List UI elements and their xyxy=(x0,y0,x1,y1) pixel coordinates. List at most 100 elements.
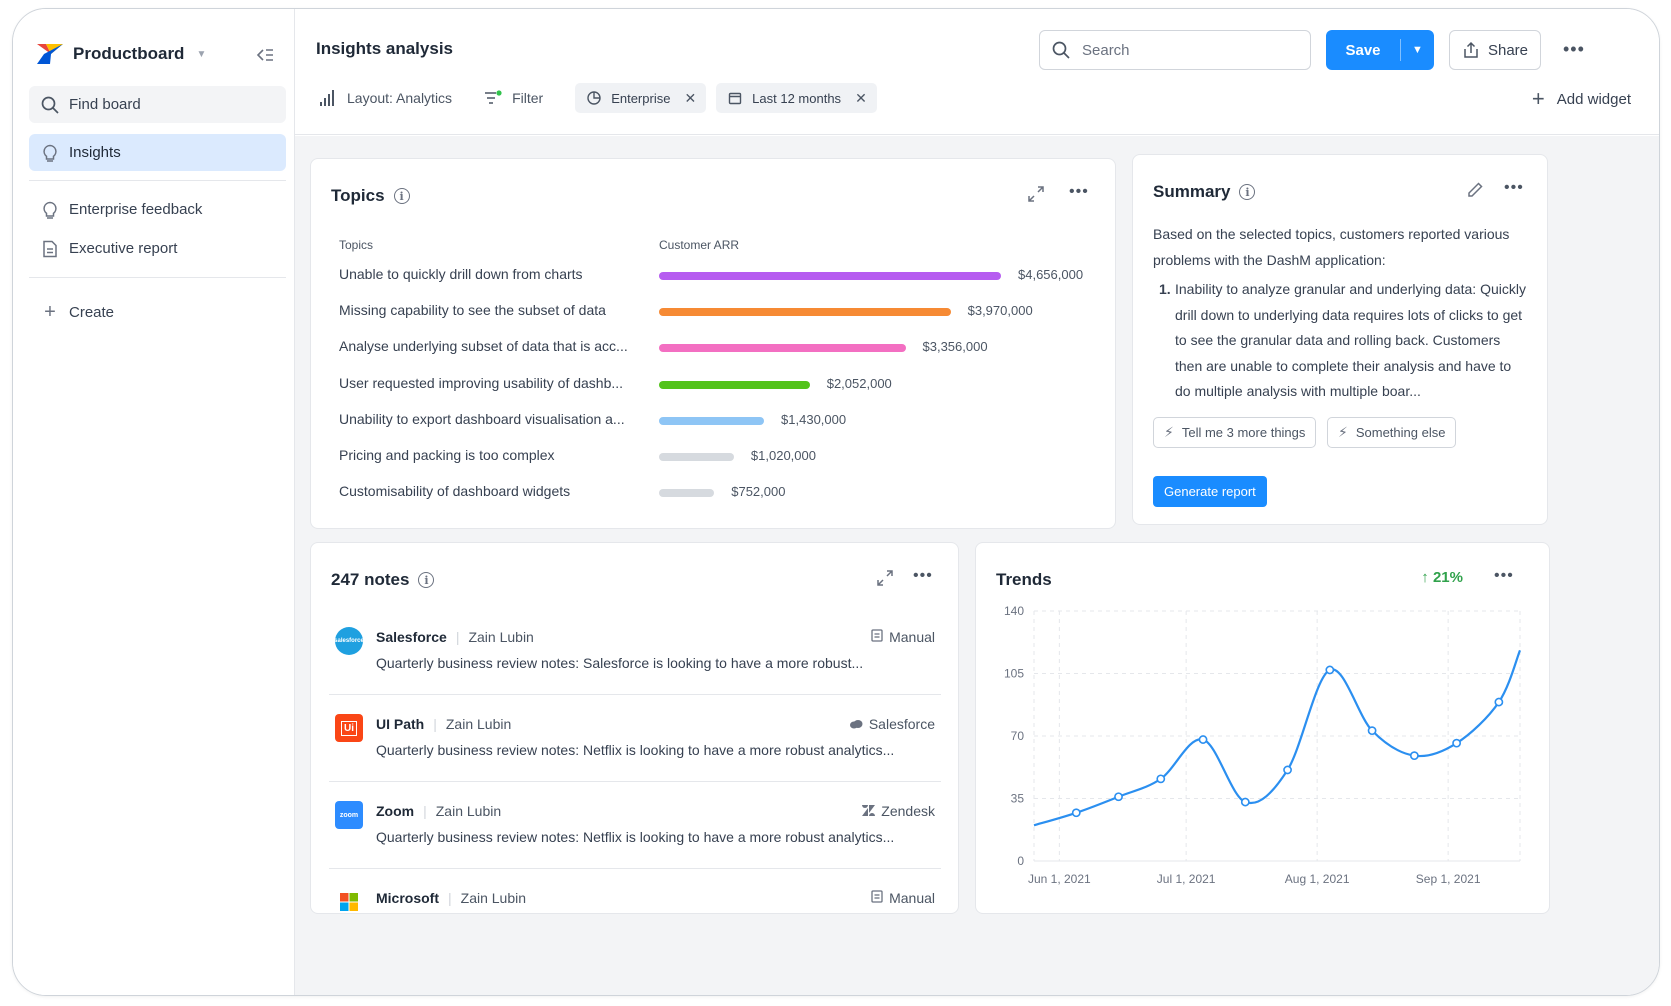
topic-row[interactable]: Analyse underlying subset of data that i… xyxy=(339,338,1099,358)
column-header-arr: Customer ARR xyxy=(659,238,740,252)
topic-label: Unability to export dashboard visualisat… xyxy=(339,410,625,427)
topic-value: $4,656,000 xyxy=(1018,267,1084,282)
topic-value: $1,020,000 xyxy=(750,448,816,463)
brand-name: Productboard xyxy=(73,44,185,63)
note-item[interactable]: Ui UI Path | Zain Lubin Salesforce Quarter… xyxy=(329,698,941,782)
topic-row[interactable]: Pricing and packing is too complex $1,020… xyxy=(339,447,1099,467)
sidebar-item-enterprise-feedback[interactable]: Enterprise feedback xyxy=(29,191,286,228)
y-tick-label: 140 xyxy=(1004,604,1024,618)
arrow-up-icon: ↑ xyxy=(1421,569,1429,586)
trend-change-value: 21% xyxy=(1432,569,1463,586)
chevron-down-icon[interactable]: ▼ xyxy=(196,48,207,60)
chevron-down-icon[interactable]: ▼ xyxy=(1412,44,1423,56)
divider xyxy=(29,277,286,278)
note-source: Zendesk xyxy=(862,803,935,819)
note-company: UI Path xyxy=(376,716,425,732)
summary-point: 1. Inability to analyze granular and und… xyxy=(1159,277,1529,405)
topic-label: Missing capability to see the subset of … xyxy=(339,302,606,319)
note-item[interactable]: zoom Zoom | Zain Lubin Zendesk Quarterly b… xyxy=(329,785,941,869)
create-button[interactable]: + Create xyxy=(29,294,286,331)
summary-title: Summary xyxy=(1153,182,1231,201)
note-source-label: Manual xyxy=(889,629,935,645)
filter-button[interactable]: Filter xyxy=(484,89,543,107)
data-point xyxy=(1325,665,1335,675)
layout-button[interactable]: Layout: Analytics xyxy=(319,89,452,107)
edit-icon[interactable] xyxy=(1466,181,1484,199)
plus-icon: + xyxy=(44,301,56,323)
more-options-icon[interactable]: ••• xyxy=(1563,39,1585,59)
topic-row[interactable]: Missing capability to see the subset of … xyxy=(339,302,1099,322)
filter-icon xyxy=(484,89,502,107)
add-widget-button[interactable]: + Add widget xyxy=(1532,88,1631,110)
data-point xyxy=(1283,765,1292,775)
info-icon[interactable]: i xyxy=(393,188,410,204)
card-title: Summary i xyxy=(1153,182,1256,202)
sidebar: Productboard ▼ Find board Insights xyxy=(13,9,295,995)
topic-value: $3,356,000 xyxy=(922,339,988,355)
filter-label: Filter xyxy=(512,90,544,106)
data-point xyxy=(1071,808,1081,818)
sidebar-item-executive-report[interactable]: Executive report xyxy=(29,230,286,267)
search-input[interactable]: Search xyxy=(1039,30,1311,70)
collapse-sidebar-icon[interactable] xyxy=(255,45,277,67)
topics-title: Topics xyxy=(331,186,385,205)
topic-row[interactable]: Customisability of dashboard widgets $752… xyxy=(339,483,1099,503)
suggestion-something-else-button[interactable]: ⚡ Something else xyxy=(1327,417,1457,448)
close-icon[interactable]: ✕ xyxy=(684,89,697,106)
generate-report-button[interactable]: Generate report xyxy=(1153,476,1267,507)
suggestion-tell-more-button[interactable]: ⚡ Tell me 3 more things xyxy=(1153,417,1317,448)
lightning-icon: ⚡ xyxy=(1338,424,1348,440)
info-icon[interactable]: i xyxy=(1239,184,1256,200)
find-board-button[interactable]: Find board xyxy=(29,86,286,123)
brand[interactable]: Productboard ▼ xyxy=(37,39,206,69)
more-options-icon[interactable]: ••• xyxy=(1504,179,1524,196)
topic-row[interactable]: User requested improving usability of da… xyxy=(339,375,1099,395)
chip-label: Enterprise xyxy=(611,90,671,106)
topic-label: Customisability of dashboard widgets xyxy=(339,483,571,500)
filter-chip-enterprise[interactable]: Enterprise ✕ xyxy=(575,83,707,113)
close-icon[interactable]: ✕ xyxy=(855,89,867,106)
trends-card: Trends ↑ 21% ••• 0 35 70 105 140 Jun 1, 2021 J… xyxy=(975,542,1550,914)
search-icon xyxy=(41,96,59,114)
point-number: 1. xyxy=(1159,281,1171,297)
note-company: Microsoft xyxy=(376,890,439,906)
note-header: UI Path | Zain Lubin xyxy=(376,716,512,732)
dashboard: Topics i ••• Topics Customer ARR Unable … xyxy=(295,136,1659,995)
note-source-label: Manual xyxy=(889,890,935,906)
note-source-label: Salesforce xyxy=(868,716,935,732)
share-button[interactable]: Share xyxy=(1449,30,1541,70)
data-point xyxy=(1240,797,1250,807)
info-icon[interactable]: i xyxy=(418,572,435,588)
topic-bar xyxy=(659,489,715,498)
sidebar-item-insights[interactable]: Insights xyxy=(29,134,286,171)
more-options-icon[interactable]: ••• xyxy=(913,567,933,584)
topic-bar xyxy=(659,272,1001,280)
divider xyxy=(1400,39,1401,61)
productboard-logo xyxy=(37,44,63,64)
calendar-icon xyxy=(726,89,744,107)
sidebar-item-label: Executive report xyxy=(69,240,178,257)
more-options-icon[interactable]: ••• xyxy=(1069,183,1089,200)
find-board-label: Find board xyxy=(69,96,141,113)
data-point xyxy=(1156,774,1166,784)
trends-title: Trends xyxy=(996,570,1052,589)
save-button[interactable]: Save ▼ xyxy=(1326,30,1434,70)
data-point xyxy=(1452,738,1462,748)
more-options-icon[interactable]: ••• xyxy=(1494,567,1514,584)
expand-icon[interactable] xyxy=(876,569,894,587)
topic-value: $752,000 xyxy=(731,484,786,500)
note-item[interactable]: salesforce Salesforce | Zain Lubin Manual … xyxy=(329,611,941,695)
topic-row[interactable]: Unable to quickly drill down from charts… xyxy=(339,266,1099,286)
card-title: Topics i xyxy=(331,186,410,206)
search-icon xyxy=(1052,41,1070,59)
note-item[interactable]: Microsoft | Zain Lubin Manual xyxy=(329,872,941,913)
note-header: Zoom | Zain Lubin xyxy=(376,803,502,819)
y-tick-label: 70 xyxy=(1011,729,1025,743)
column-header-topics: Topics xyxy=(339,238,374,252)
topic-row[interactable]: Unability to export dashboard visualisat… xyxy=(339,411,1099,431)
expand-icon[interactable] xyxy=(1027,185,1045,203)
lightning-icon: ⚡ xyxy=(1164,424,1174,440)
filter-chip-date[interactable]: Last 12 months ✕ xyxy=(716,83,877,113)
header: Insights analysis Search Save ▼ Share ••… xyxy=(295,9,1659,135)
topic-label: Analyse underlying subset of data that i… xyxy=(339,338,628,355)
